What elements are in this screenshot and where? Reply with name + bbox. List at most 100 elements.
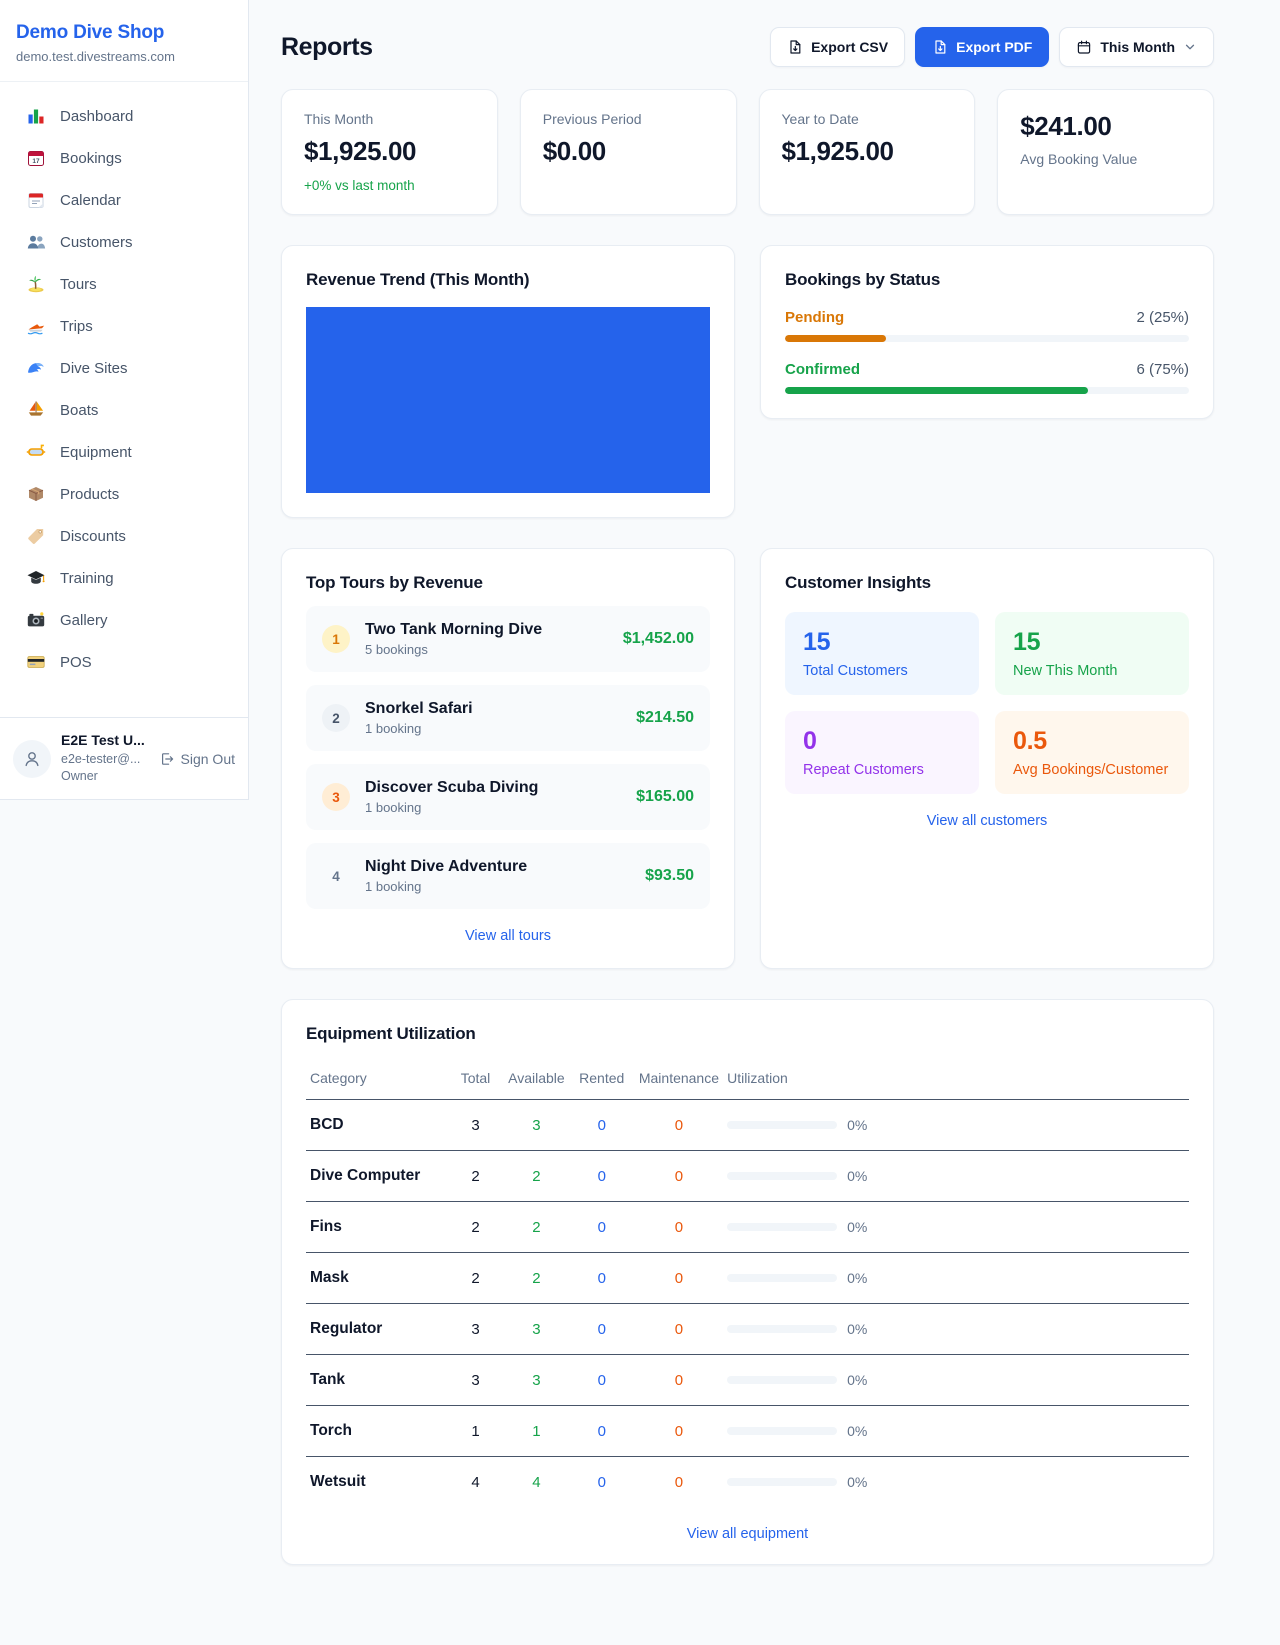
sidebar-item-dashboard[interactable]: Dashboard xyxy=(0,95,248,137)
tour-row: 3 Discover Scuba Diving 1 booking $165.00 xyxy=(306,764,710,830)
equipment-category: Dive Computer xyxy=(306,1150,447,1202)
shop-name: Demo Dive Shop xyxy=(16,22,165,43)
pos-icon xyxy=(26,652,46,672)
sign-out-button[interactable]: Sign Out xyxy=(159,751,235,767)
sidebar-item-calendar[interactable]: Calendar xyxy=(0,179,248,221)
utilization-cell: 0% xyxy=(727,1321,1185,1337)
status-row: Confirmed 6 (75%) xyxy=(785,361,1189,394)
products-icon xyxy=(26,484,46,504)
stat-value: $1,925.00 xyxy=(781,136,894,166)
main-content: Reports Export CSV Export PDF This Month… xyxy=(249,0,1280,1645)
user-name: E2E Test U... xyxy=(61,732,145,749)
equipment-column-header: Total xyxy=(446,1057,505,1100)
sidebar-nav: Dashboard 17 Bookings Calendar Customers Tour… xyxy=(0,82,248,717)
sidebar-item-label: Calendar xyxy=(60,191,121,209)
sidebar-item-label: Boats xyxy=(60,401,99,419)
tour-row: 1 Two Tank Morning Dive 5 bookings $1,452.0… xyxy=(306,606,710,672)
insight-value: 0 xyxy=(803,727,817,755)
sidebar-item-label: Products xyxy=(60,485,120,503)
equipment-rented: 0 xyxy=(568,1099,635,1151)
equipment-maintenance: 0 xyxy=(634,1201,724,1253)
tour-rank-badge: 2 xyxy=(322,704,350,732)
equipment-column-header: Utilization xyxy=(723,1057,1189,1100)
charts-row: Revenue Trend (This Month) Bookings by S… xyxy=(281,245,1214,518)
equipment-utilization-card: Equipment Utilization Category Total Avail… xyxy=(281,999,1214,1565)
view-all-tours-link[interactable]: View all tours xyxy=(465,928,551,944)
tour-revenue: $165.00 xyxy=(636,788,694,805)
equipment-available: 3 xyxy=(504,1354,569,1406)
trips-icon xyxy=(26,316,46,336)
equipment-table: Category Total Available Rented Maintenance U… xyxy=(306,1057,1189,1507)
sidebar-item-label: Gallery xyxy=(60,611,108,629)
stat-label: This Month xyxy=(304,111,374,127)
view-all-customers-link[interactable]: View all customers xyxy=(926,813,1048,829)
status-label: Pending xyxy=(785,309,845,326)
period-selector[interactable]: This Month xyxy=(1059,27,1214,67)
insight-label: Repeat Customers xyxy=(803,762,924,778)
sidebar-item-bookings[interactable]: 17 Bookings xyxy=(0,137,248,179)
insight-value: 0.5 xyxy=(1013,727,1047,755)
stats-grid: This Month $1,925.00 +0% vs last month Prev… xyxy=(281,89,1214,215)
top-tours-title: Top Tours by Revenue xyxy=(306,573,483,592)
sidebar-item-label: Dive Sites xyxy=(60,359,128,377)
utilization-cell: 0% xyxy=(727,1117,1185,1133)
export-csv-label: Export CSV xyxy=(811,39,889,55)
equipment-utilization: 0% xyxy=(723,1303,1189,1355)
equipment-maintenance: 0 xyxy=(674,1473,684,1491)
equipment-category: Fins xyxy=(306,1201,447,1253)
sidebar-item-products[interactable]: Products xyxy=(0,473,248,515)
equipment-utilization: 0% xyxy=(723,1252,1189,1304)
equipment-utilization: 0% xyxy=(723,1354,1189,1406)
equipment-column-header: Maintenance xyxy=(634,1057,724,1100)
equipment-row: Dive Computer 2 2 0 0 0% xyxy=(306,1150,1189,1202)
equipment-available: 1 xyxy=(504,1405,569,1457)
header-actions: Export CSV Export PDF This Month xyxy=(770,27,1214,67)
insight-value: 15 xyxy=(1013,628,1041,656)
equipment-rented: 0 xyxy=(568,1405,635,1457)
view-all-equipment-link[interactable]: View all equipment xyxy=(686,1526,809,1542)
sidebar-item-dive-sites[interactable]: Dive Sites xyxy=(0,347,248,389)
status-count: 2 (25%) xyxy=(1136,309,1189,326)
equipment-maintenance: 0 xyxy=(634,1099,724,1151)
utilization-percent: 0% xyxy=(847,1219,868,1235)
utilization-bar-track xyxy=(727,1274,838,1282)
utilization-bar-track xyxy=(727,1172,838,1180)
sidebar-item-equipment[interactable]: Equipment xyxy=(0,431,248,473)
sidebar-item-customers[interactable]: Customers xyxy=(0,221,248,263)
utilization-percent: 0% xyxy=(847,1168,868,1184)
sidebar-item-pos[interactable]: POS xyxy=(0,641,248,683)
insight-tile: 15 Total Customers xyxy=(785,612,979,695)
equipment-category: Torch xyxy=(306,1405,447,1457)
sidebar-item-trips[interactable]: Trips xyxy=(0,305,248,347)
equipment-row: Torch 1 1 0 0 0% xyxy=(306,1405,1189,1457)
sidebar-item-label: Equipment xyxy=(60,443,132,461)
equipment-utilization: 0% xyxy=(723,1457,1189,1508)
equipment-table-header: Category Total Available Rented Maintenance U… xyxy=(306,1057,1189,1100)
equipment-row: Fins 2 2 0 0 0% xyxy=(306,1201,1189,1253)
insight-label: New This Month xyxy=(1013,663,1118,679)
user-icon xyxy=(22,749,42,769)
sidebar-item-training[interactable]: Training xyxy=(0,557,248,599)
equipment-available: 3 xyxy=(504,1099,569,1151)
sidebar-item-discounts[interactable]: Discounts xyxy=(0,515,248,557)
tours-icon xyxy=(26,274,46,294)
equipment-maintenance: 0 xyxy=(634,1150,724,1202)
equipment-total: 3 xyxy=(446,1099,505,1151)
bookings-icon: 17 xyxy=(26,148,46,168)
sidebar-item-boats[interactable]: Boats xyxy=(0,389,248,431)
sidebar-item-gallery[interactable]: Gallery xyxy=(0,599,248,641)
stat-card: Previous Period $0.00 xyxy=(519,89,737,215)
sidebar-item-tours[interactable]: Tours xyxy=(0,263,248,305)
sidebar-item-label: Training xyxy=(60,569,114,587)
export-csv-button[interactable]: Export CSV xyxy=(770,27,906,67)
insight-grid: 15 Total Customers 15 New This Month 0 Repeat… xyxy=(785,612,1189,794)
stat-value: $241.00 xyxy=(1020,111,1112,141)
lists-row: Top Tours by Revenue 1 Two Tank Morning D… xyxy=(281,548,1214,969)
equipment-maintenance: 0 xyxy=(634,1405,724,1457)
bookings-by-status-title: Bookings by Status xyxy=(785,270,941,289)
export-pdf-button[interactable]: Export PDF xyxy=(915,27,1050,67)
status-bar-track xyxy=(785,335,1189,342)
tour-row: 2 Snorkel Safari 1 booking $214.50 xyxy=(306,685,710,751)
insight-tile: 0 Repeat Customers xyxy=(785,711,979,794)
